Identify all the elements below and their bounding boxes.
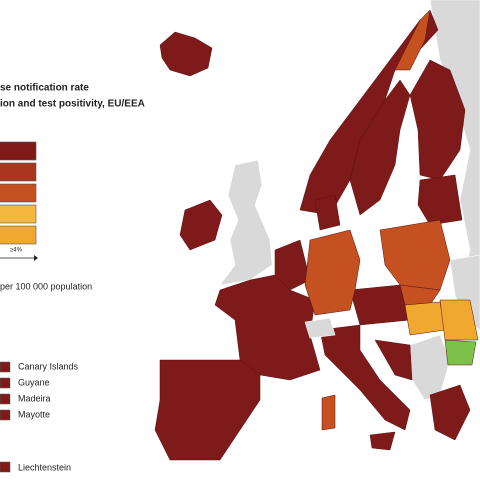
legend-swatch xyxy=(0,183,37,203)
great-britain xyxy=(219,159,273,286)
benelux xyxy=(274,239,311,291)
region-swatch xyxy=(0,409,11,421)
region-swatch xyxy=(0,377,11,389)
region-label: Mayotte xyxy=(18,409,50,419)
legend-swatch xyxy=(0,225,37,245)
switzerland xyxy=(304,317,336,339)
region-swatch xyxy=(0,361,11,373)
norway-north xyxy=(394,9,431,71)
region-label: Canary Islands xyxy=(18,361,79,371)
sweden xyxy=(349,79,411,216)
title-line: ion and test positivity, EU/EEA xyxy=(0,99,145,110)
threshold-label: ≥4% xyxy=(10,248,23,254)
croatia xyxy=(374,339,413,381)
iceland xyxy=(159,31,213,77)
legend-swatch xyxy=(0,204,37,224)
rate-caption: per 100 000 population xyxy=(0,281,92,291)
sardinia xyxy=(321,394,336,431)
region-label: Liechtenstein xyxy=(18,462,71,472)
legend-swatch xyxy=(0,162,37,182)
baltics xyxy=(417,174,463,226)
denmark xyxy=(314,194,341,231)
hungary xyxy=(404,301,446,336)
bulgaria xyxy=(444,339,477,366)
legend-swatch xyxy=(0,141,37,161)
legend xyxy=(0,141,37,245)
sicily xyxy=(369,431,396,451)
finland xyxy=(409,59,466,181)
region-label: Madeira xyxy=(18,393,51,403)
germany xyxy=(304,229,361,316)
austria-czechia xyxy=(349,284,411,326)
ireland xyxy=(179,199,223,251)
title-line: se notification rate xyxy=(0,83,89,94)
region-legend: Canary Islands Guyane Madeira Mayotte xyxy=(0,361,79,421)
region-label: Guyane xyxy=(18,377,50,387)
poland xyxy=(379,219,451,291)
iberia xyxy=(154,359,261,461)
france xyxy=(214,274,321,381)
region-swatch xyxy=(0,393,11,405)
region-swatch xyxy=(0,461,11,473)
romania xyxy=(439,299,479,341)
italy xyxy=(319,324,411,431)
legend-arrow-head xyxy=(34,255,38,261)
greece xyxy=(429,384,471,441)
